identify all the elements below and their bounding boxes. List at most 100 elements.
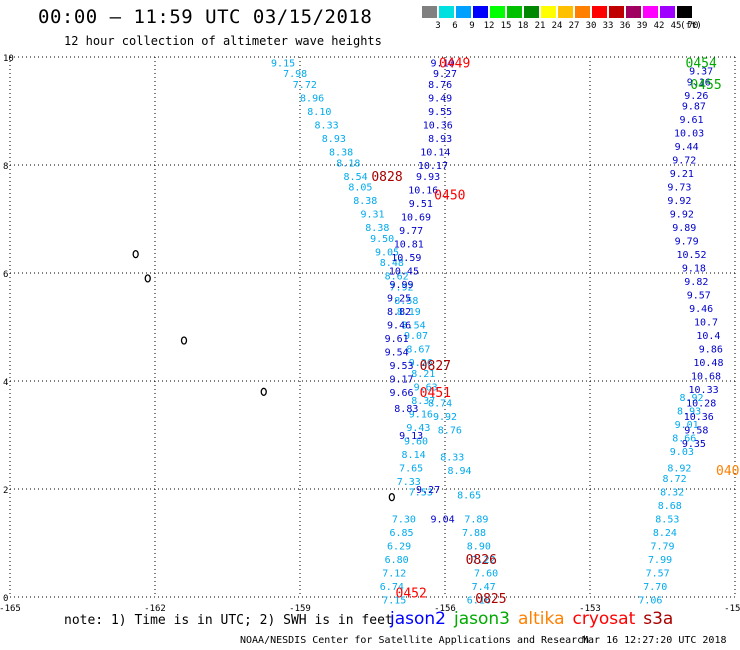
data-point-label: 8.93 bbox=[677, 407, 701, 418]
land-mark bbox=[388, 492, 395, 502]
data-point-label: 6.74 bbox=[380, 582, 404, 593]
data-point-label: 9.13 bbox=[399, 431, 423, 442]
data-point-label: 8.54 bbox=[402, 320, 426, 331]
color-scale-label: 3 bbox=[435, 21, 441, 31]
data-point-label: 9.01 bbox=[675, 420, 699, 431]
color-swatch bbox=[642, 5, 659, 19]
data-point-label: 9.37 bbox=[689, 67, 713, 78]
data-point-label: 7.06 bbox=[638, 596, 662, 607]
x-tick-label: -153 bbox=[579, 604, 601, 614]
chart-title: 00:00 – 11:59 UTC 03/15/2018 bbox=[38, 6, 373, 28]
x-tick-label: -165 bbox=[0, 604, 21, 614]
data-point-label: 10.16 bbox=[408, 185, 438, 196]
data-point-label: 9.44 bbox=[675, 142, 699, 153]
track-time-label: 0825 bbox=[475, 592, 506, 607]
color-scale-label: 18 bbox=[517, 21, 529, 31]
data-point-label: 9.77 bbox=[399, 226, 423, 237]
data-point-label: 9.27 bbox=[433, 69, 457, 80]
color-swatch bbox=[421, 5, 438, 19]
y-tick-label: 0 bbox=[3, 594, 8, 604]
data-point-label: 9.21 bbox=[670, 169, 694, 180]
track-time-label: 0452 bbox=[396, 587, 427, 602]
x-tick-label: -159 bbox=[289, 604, 311, 614]
data-point-label: 9.25 bbox=[387, 293, 411, 304]
color-scale-label: 42 bbox=[653, 21, 665, 31]
track-time-label: 0455 bbox=[690, 78, 721, 93]
data-point-label: 7.12 bbox=[382, 569, 406, 580]
color-scale-label: 39 bbox=[636, 21, 648, 31]
track-time-label: 0450 bbox=[434, 189, 465, 204]
data-point-label: 7.98 bbox=[283, 69, 307, 80]
data-point-label: 9.92 bbox=[433, 412, 457, 423]
color-scale-label: 30 bbox=[585, 21, 597, 31]
data-point-label: 6.16 bbox=[467, 596, 491, 607]
satellite-legend-jason3: jason3 bbox=[454, 609, 510, 629]
color-swatch bbox=[523, 5, 540, 19]
color-swatch bbox=[540, 5, 557, 19]
color-scale-label: 33 bbox=[602, 21, 614, 31]
data-point-label: 8.37 bbox=[411, 396, 435, 407]
data-point-label: 8.24 bbox=[653, 528, 677, 539]
track-time-label: 0449 bbox=[439, 56, 470, 71]
data-point-label: 9.26 bbox=[409, 358, 433, 369]
data-point-label: 10.36 bbox=[684, 412, 714, 423]
data-point-label: 8.96 bbox=[300, 94, 324, 105]
data-point-label: 7.22 bbox=[472, 555, 496, 566]
data-point-label: 10.4 bbox=[696, 331, 720, 342]
color-scale-label: 21 bbox=[534, 21, 546, 31]
data-point-label: 9.27 bbox=[416, 485, 440, 496]
color-scale-label: 9 bbox=[469, 21, 475, 31]
data-point-label: 9.73 bbox=[667, 183, 691, 194]
color-swatch bbox=[591, 5, 608, 19]
chart-subtitle: 12 hour collection of altimeter wave hei… bbox=[64, 34, 382, 48]
data-point-label: 9.49 bbox=[428, 94, 452, 105]
data-point-label: 8.21 bbox=[411, 369, 435, 380]
y-tick-label: 2 bbox=[3, 486, 8, 496]
color-scale-label: 70 bbox=[687, 21, 699, 31]
data-point-label: 8.38 bbox=[329, 148, 353, 159]
data-point-label: 9.46 bbox=[387, 320, 411, 331]
data-point-label: 9.55 bbox=[428, 107, 452, 118]
data-point-label: 9.63 bbox=[414, 382, 438, 393]
track-time-label: 0454 bbox=[686, 56, 717, 71]
data-point-label: 7.70 bbox=[643, 582, 667, 593]
y-tick-label: 4 bbox=[3, 378, 8, 388]
data-point-label: 9.93 bbox=[416, 172, 440, 183]
data-point-label: 10.03 bbox=[674, 129, 704, 140]
data-point-label: 9.17 bbox=[389, 374, 413, 385]
data-point-label: 9.86 bbox=[699, 345, 723, 356]
data-point-label: 8.48 bbox=[380, 258, 404, 269]
footer-note: note: 1) Time is in UTC; 2) SWH is in fe… bbox=[64, 613, 393, 628]
data-point-label: 8.33 bbox=[315, 121, 339, 132]
data-point-label: 8.76 bbox=[438, 426, 462, 437]
data-point-label: 6.85 bbox=[389, 528, 413, 539]
data-point-label: 8.19 bbox=[397, 307, 421, 318]
land-mark bbox=[144, 274, 151, 283]
track-time-label: 040 bbox=[716, 464, 739, 479]
data-point-label: 10.48 bbox=[693, 358, 723, 369]
data-point-label: 9.66 bbox=[389, 388, 413, 399]
data-point-label: 8.74 bbox=[428, 399, 452, 410]
data-point-label: 10.17 bbox=[418, 161, 448, 172]
satellite-legend-s3a: s3a bbox=[643, 609, 674, 629]
track-time-label: 0451 bbox=[420, 386, 451, 401]
data-point-label: 7.88 bbox=[462, 528, 486, 539]
color-swatch bbox=[574, 5, 591, 19]
color-scale-unit: (ft) bbox=[680, 21, 702, 31]
data-point-label: 9.58 bbox=[684, 426, 708, 437]
data-point-label: 9.79 bbox=[675, 237, 699, 248]
color-swatch bbox=[557, 5, 574, 19]
satellite-legend-cryosat: cryosat bbox=[572, 609, 636, 629]
color-scale-label: 15 bbox=[500, 21, 512, 31]
data-point-label: 8.93 bbox=[322, 134, 346, 145]
land-mark bbox=[132, 249, 139, 259]
color-scale-label: 27 bbox=[568, 21, 580, 31]
data-point-label: 9.15 bbox=[271, 58, 295, 69]
land-mark bbox=[260, 387, 267, 396]
color-swatch bbox=[489, 5, 506, 19]
data-point-label: 8.54 bbox=[344, 172, 368, 183]
data-point-label: 7.72 bbox=[293, 80, 317, 91]
data-point-label: 8.14 bbox=[402, 450, 426, 461]
data-point-label: 6.80 bbox=[385, 555, 409, 566]
